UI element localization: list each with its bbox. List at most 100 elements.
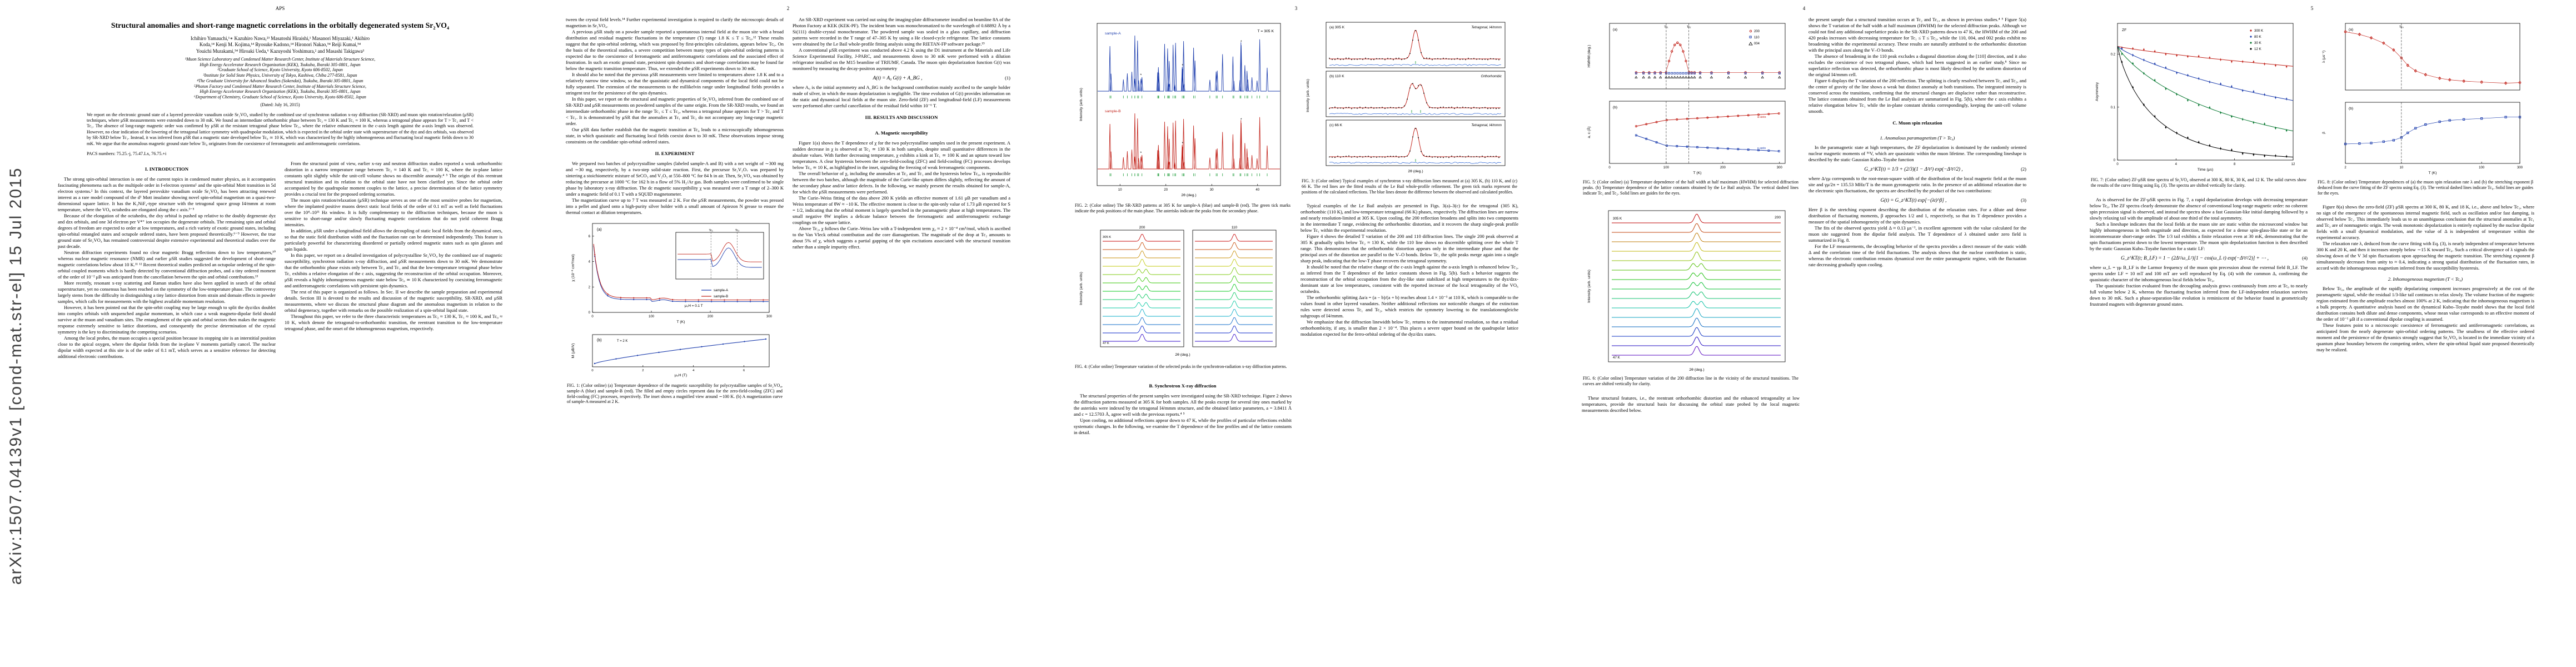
page2-column-right: An SR-XRD experiment was carried out usi… <box>793 17 1010 413</box>
svg-text:2θ (deg.): 2θ (deg.) <box>1175 353 1190 357</box>
svg-text:110: 110 <box>1232 226 1238 230</box>
affiliation-line: ⁶Department of Chemistry, Graduate Schoo… <box>194 94 366 99</box>
svg-text:Tetragonal, I4/mmm: Tetragonal, I4/mmm <box>1471 26 1502 29</box>
svg-text:2θ (deg.): 2θ (deg.) <box>1408 170 1423 173</box>
svg-text:sample-A: sample-A <box>714 288 729 292</box>
body-paragraph: In this paper, we report on a detailed i… <box>285 252 502 289</box>
body-paragraph: The relaxation rate λ, deduced from the … <box>2316 241 2534 271</box>
figure-4-plot: 200 110 305 K 47 K 2θ (deg.) Intensity (arb. … <box>1079 226 1277 357</box>
svg-text:(a): (a) <box>597 228 602 232</box>
svg-text:*: * <box>1140 152 1142 156</box>
page-5: 5 300 K 80 K 30 K 12 K ZF 0 0.1 0.2 0 4 8 12 Time (μ… <box>2060 0 2564 667</box>
body-paragraph: Because of the elongation of the octahed… <box>58 213 276 250</box>
subsubsection-heading-inhomogeneous: 2. Inhomogeneous magnetism (T < Tc₀) <box>2388 276 2463 282</box>
page3-column-right: (a) 305 K Tetragonal, I4/mmm (b) 110 K Orth… <box>1301 17 1518 436</box>
svg-text:β: β <box>2322 132 2326 134</box>
svg-text:4: 4 <box>692 369 695 372</box>
page-header: APS <box>275 6 285 11</box>
svg-text:(c) 66 K: (c) 66 K <box>1329 123 1343 127</box>
figure-3-caption: FIG. 3: (Color online) Typical examples … <box>1302 178 1517 195</box>
body-paragraph: More recently, resonant x-ray scattering… <box>58 280 276 305</box>
body-paragraph: Typical examples of the Le Bail analysis… <box>1301 203 1518 233</box>
svg-text:30 K: 30 K <box>2254 41 2262 45</box>
body-paragraph: A conventional μSR experiment was conduc… <box>793 47 1010 71</box>
page-number: 5 <box>2310 6 2314 11</box>
svg-text:0.2: 0.2 <box>2111 53 2116 57</box>
figure-2-plot: * * * * * * sample-A sample-B T = 305 K 10 20 30 40 2… <box>1079 23 1281 197</box>
body-paragraph: Our μSR data further establish that the … <box>566 127 784 145</box>
body-paragraph: Below Tc₀, the amplitude of the rapidly … <box>2316 286 2534 322</box>
author-line: Ichihiro Yamauchi,¹∗ Kazuhiro Nawa,²³ Ma… <box>190 35 370 41</box>
figure-6-plot: 305 K 47 K 200 2θ (deg.) Intensity (arb. uni… <box>1587 210 1786 372</box>
svg-text:004: 004 <box>1754 42 1760 46</box>
page4-column-right: the present sample that a structural tra… <box>1808 17 2026 414</box>
figure-2-caption: FIG. 2: (Color online) The SR-XRD patter… <box>1075 203 1291 213</box>
svg-text:*: * <box>1240 118 1242 122</box>
page5-column-left: 300 K 80 K 30 K 12 K ZF 0 0.1 0.2 0 4 8 12 Time (μs)… <box>2090 17 2308 353</box>
svg-text:8: 8 <box>2234 163 2236 166</box>
page-number: 2 <box>786 6 790 11</box>
paper-title: Structural anomalies and short-range mag… <box>111 21 450 29</box>
svg-text:0: 0 <box>1608 166 1611 170</box>
body-paragraph: Figure 6 displays the T variation of the… <box>1808 78 2026 114</box>
svg-text:12: 12 <box>2291 163 2295 166</box>
svg-text:χ (10⁻³ cm³/mol): χ (10⁻³ cm³/mol) <box>571 254 575 281</box>
figure-5: Tc₁ Tc₂ (a) 200 110 004 HWHM (deg.) (b) a-axis c-… <box>1582 18 1800 201</box>
affiliation-line: ⁵Photon Factory and Condensed Matter Res… <box>193 83 367 89</box>
svg-text:Tc₁: Tc₁ <box>1664 26 1668 29</box>
svg-text:a-axis: a-axis <box>1757 116 1766 119</box>
body-paragraph: We prepared two batches of polycrystalli… <box>566 161 784 197</box>
svg-text:6: 6 <box>743 369 745 372</box>
svg-text:300: 300 <box>2517 166 2523 170</box>
page-1: APS Structural anomalies and short-range… <box>28 0 532 667</box>
svg-text:30: 30 <box>1210 188 1214 192</box>
svg-text:T (K): T (K) <box>1693 171 1702 175</box>
body-paragraph: The muon spin rotation/relaxation (μSR) … <box>285 197 502 228</box>
svg-text:47 K: 47 K <box>1103 342 1109 345</box>
figure-5-caption: FIG. 5: (Color online) (a) Temperature d… <box>1583 180 1798 196</box>
body-paragraph: From the structural point of view, earli… <box>285 161 502 197</box>
svg-text:200: 200 <box>1775 216 1781 220</box>
svg-text:Tc₁: Tc₁ <box>709 229 714 232</box>
body-paragraph: It should also be noted that the previou… <box>566 72 784 96</box>
figure-1: 0 100 200 300 0 2 4 6 (a) μ₀H = 0.1 T sample-A samp… <box>566 217 784 410</box>
page1-column-right: From the structural point of view, earli… <box>285 161 502 360</box>
svg-text:*: * <box>1182 142 1184 146</box>
figure-8-plot: Tc₀ (a) λ (μs⁻¹) (b) β 2 10 100 300 T (K) <box>2322 23 2523 175</box>
body-paragraph: The quasistatic fraction evaluated from … <box>2090 282 2308 307</box>
figure-1-caption: FIG. 1: (Color online) (a) Temperature d… <box>567 383 783 405</box>
svg-text:80 K: 80 K <box>2254 35 2262 39</box>
page2-column-left: tween the crystal field levels.¹⁴ Furthe… <box>566 17 784 413</box>
svg-text:λ (μs⁻¹): λ (μs⁻¹) <box>2322 51 2326 63</box>
body-paragraph: The Curie–Weiss fitting of the data abov… <box>793 195 1010 225</box>
svg-text:(a) 305 K: (a) 305 K <box>1329 26 1345 29</box>
svg-text:HWHM (deg.): HWHM (deg.) <box>1587 45 1591 67</box>
svg-text:*: * <box>1140 74 1142 78</box>
svg-text:sample-B: sample-B <box>1105 109 1121 113</box>
svg-text:M (μB/V): M (μB/V) <box>571 344 575 359</box>
body-paragraph: the present sample that a structural tra… <box>1808 17 2026 53</box>
body-paragraph: The absence of broadening in the 110 pea… <box>1808 53 2026 77</box>
svg-text:Orthorhombic: Orthorhombic <box>1481 74 1502 78</box>
svg-text:a, c (Å): a, c (Å) <box>1586 126 1591 138</box>
svg-text:Intensity (arb. units): Intensity (arb. units) <box>1587 270 1591 303</box>
body-paragraph: where Δ/γμ corresponds to the root-mean-… <box>1808 176 2026 193</box>
svg-text:0: 0 <box>591 369 593 372</box>
svg-text:μ₀H (T): μ₀H (T) <box>675 374 687 377</box>
body-paragraph: The strong spin-orbital interaction is o… <box>58 176 276 213</box>
svg-text:*: * <box>1240 40 1242 44</box>
body-paragraph: The structural properties of the present… <box>1074 393 1292 417</box>
arxiv-watermark: arXiv:1507.04139v1 [cond-mat.str-el] 15 … <box>7 167 25 585</box>
affiliation-line: High Energy Accelerator Research Organiz… <box>200 62 361 67</box>
equation-4: G_z^KT(t; B_LF) = 1 − (2Δ²/ω_L²)[1 − cos… <box>2121 255 2308 261</box>
svg-text:100: 100 <box>1663 166 1670 170</box>
svg-text:0: 0 <box>589 311 591 315</box>
svg-text:c-axis: c-axis <box>1757 147 1766 150</box>
svg-text:200: 200 <box>1139 226 1145 230</box>
svg-text:(a): (a) <box>1613 28 1617 32</box>
equation-3: G(t) = G_z^KT(t) exp[−(λt)^β] , (3) <box>1880 197 2026 203</box>
svg-text:(b): (b) <box>597 339 602 342</box>
author-line: Koda,¹⁴ Kenji M. Kojima,¹⁴ Ryosuke Kadon… <box>199 42 361 47</box>
svg-text:T = 2 K: T = 2 K <box>617 340 627 343</box>
